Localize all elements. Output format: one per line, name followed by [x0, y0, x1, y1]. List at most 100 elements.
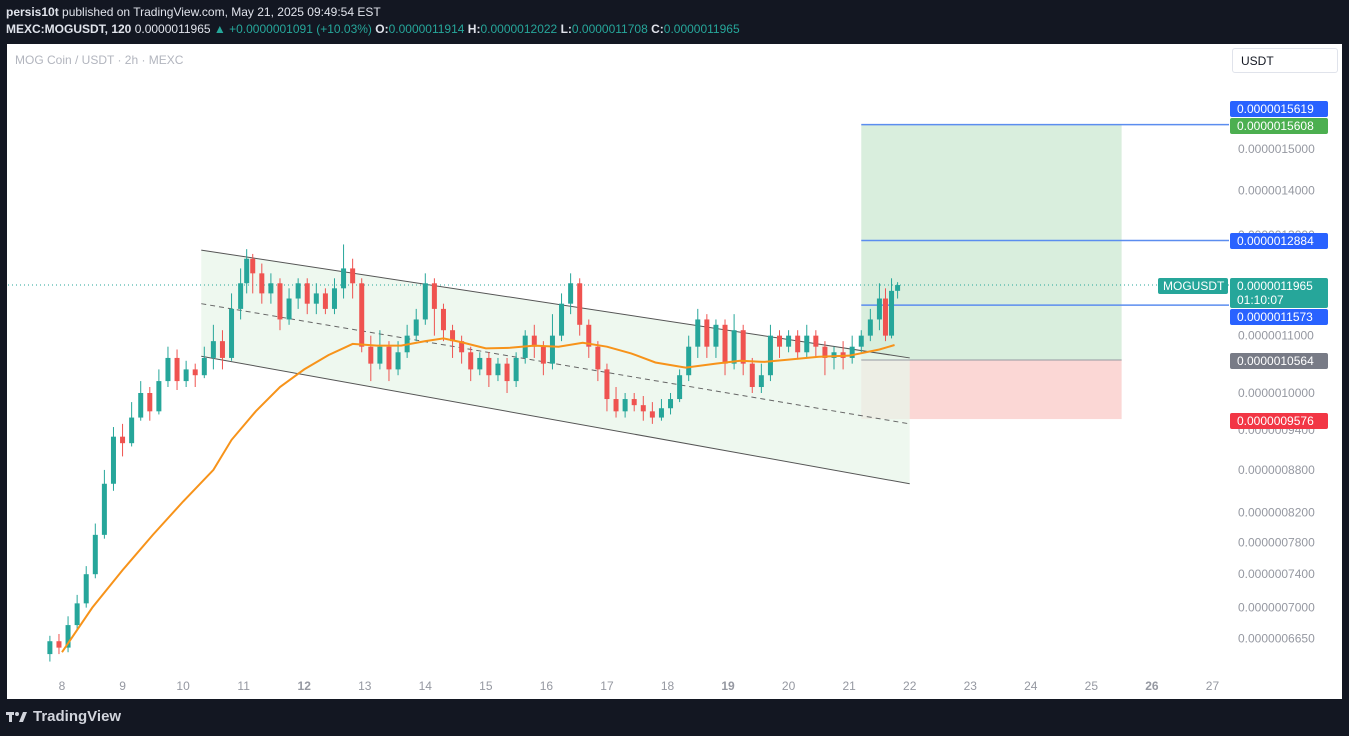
x-axis-tick-label: 11	[237, 679, 250, 693]
candle-body	[244, 258, 250, 284]
candle-body	[174, 357, 180, 382]
price-tag	[1230, 309, 1328, 325]
candle-body	[867, 319, 873, 336]
candle-body	[658, 408, 664, 418]
price-tag	[1230, 233, 1328, 249]
price-tag-label: 0.0000009576	[1237, 414, 1314, 428]
candle-body	[368, 346, 374, 364]
candle-body	[477, 357, 483, 370]
tradingview-logo[interactable]: TradingView	[6, 708, 121, 725]
price-tag-label: 0.0000012884	[1237, 234, 1314, 248]
high-value: 0.0000012022	[480, 22, 558, 36]
candle-body	[322, 293, 328, 309]
y-axis-tick-label: 0.0000014000	[1238, 184, 1315, 198]
candle-body	[219, 341, 225, 358]
candle-body	[758, 375, 764, 388]
candle-body	[895, 285, 901, 291]
candle-body	[129, 417, 135, 444]
channel-fill	[201, 250, 910, 484]
candle-body	[613, 399, 619, 412]
candle-body	[304, 283, 310, 304]
publisher-name[interactable]: persis10t	[6, 5, 59, 19]
candle-body	[295, 283, 301, 299]
y-axis-tick-label: 0.0000006650	[1238, 632, 1315, 646]
low-value: 0.0000011708	[571, 22, 648, 36]
x-axis-tick-label: 20	[782, 679, 796, 693]
candle-body	[559, 303, 565, 336]
price-tag	[1230, 278, 1328, 308]
candle-body	[341, 268, 347, 289]
candle-body	[813, 335, 819, 347]
channel-lower-line	[201, 355, 910, 485]
price-tag	[1230, 118, 1328, 134]
candle-body	[622, 399, 628, 412]
x-axis-tick-label: 14	[419, 679, 433, 693]
open-value: 0.0000011914	[388, 22, 465, 36]
candle-body	[386, 346, 392, 370]
candle-body	[65, 625, 71, 648]
x-axis-tick-label: 8	[59, 679, 66, 693]
x-axis-tick-label: 22	[903, 679, 917, 693]
candle-body	[83, 574, 89, 604]
x-axis-tick-label: 21	[842, 679, 856, 693]
candle-body	[120, 436, 126, 444]
candle-body	[229, 308, 235, 358]
price-tag-label: 0.0000011965	[1237, 279, 1313, 293]
x-axis-tick-label: 24	[1024, 679, 1038, 693]
price-tag-label: 0.0000011573	[1237, 310, 1313, 324]
x-axis-tick-label: 16	[540, 679, 554, 693]
channel-upper-line	[201, 249, 910, 359]
publication-header: persis10t published on TradingView.com, …	[0, 0, 1349, 44]
candle-body	[459, 341, 465, 353]
candle-body	[804, 335, 810, 353]
footer-bar	[0, 699, 1349, 736]
price-tag-label: 0.0000010564	[1237, 354, 1314, 368]
profit-zone	[861, 125, 1122, 360]
candle-body	[422, 283, 428, 320]
x-axis-tick-label: 26	[1145, 679, 1159, 693]
candle-body	[101, 483, 107, 535]
candle-body	[568, 283, 574, 304]
candle-body	[586, 324, 592, 347]
candle-body	[882, 298, 888, 336]
candle-body	[749, 363, 755, 388]
candle-body	[686, 346, 692, 376]
published-info: published on TradingView.com, May 21, 20…	[58, 5, 381, 19]
candle-body	[876, 298, 882, 320]
moving-average-line	[61, 337, 895, 653]
candle-body	[277, 283, 283, 320]
candle-body	[331, 288, 337, 309]
publisher-line: persis10t published on TradingView.com, …	[6, 5, 381, 19]
symbol-tag-label: MOGUSDT	[1163, 279, 1225, 293]
symbol-label: MEXC:MOGUSDT, 120	[6, 22, 132, 36]
x-axis-tick-label: 9	[119, 679, 126, 693]
candle-body	[238, 283, 244, 309]
x-axis-tick-label: 13	[358, 679, 372, 693]
candle-body	[677, 375, 683, 400]
candle-body	[486, 357, 492, 376]
candle-body	[668, 399, 674, 409]
candle-body	[350, 268, 356, 284]
candle-body	[440, 308, 446, 331]
candle-body	[450, 330, 456, 342]
candle-body	[822, 346, 828, 358]
candle-body	[313, 293, 319, 304]
candle-body	[268, 283, 274, 294]
candle-body	[395, 352, 401, 370]
price-change: ▲ +0.0000001091 (+10.03%)	[213, 22, 372, 36]
candle-body	[495, 363, 501, 376]
candle-body	[604, 369, 610, 400]
candle-body	[740, 330, 746, 364]
close-label: C:	[651, 22, 664, 36]
candle-body	[165, 357, 171, 382]
currency-selector[interactable]: USDT	[1232, 48, 1338, 73]
x-axis-tick-label: 27	[1206, 679, 1220, 693]
candle-body	[549, 335, 555, 364]
candle-body	[767, 335, 773, 376]
y-axis-tick-label: 0.0000011000	[1238, 329, 1314, 343]
open-label: O:	[375, 22, 389, 36]
y-axis-tick-label: 0.0000015000	[1238, 142, 1315, 156]
y-axis-tick-label: 0.0000010000	[1238, 386, 1315, 400]
candle-body	[704, 319, 710, 347]
